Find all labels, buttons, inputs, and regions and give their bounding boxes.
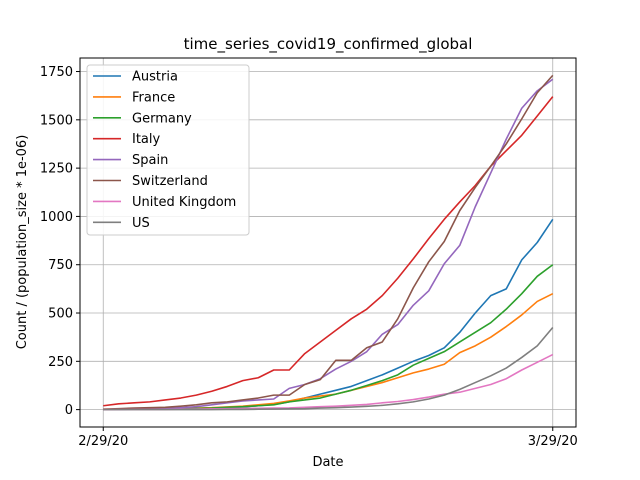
x-axis-label: Date	[312, 455, 343, 470]
legend: Austria France Germany Italy Spain Switzerlan…	[86, 64, 250, 236]
y-tick-label: 0	[65, 403, 73, 418]
y-tick-label: 1250	[40, 162, 73, 177]
legend-label-italy: Italy	[132, 132, 161, 147]
y-axis-label: Count / (population_size * 1e-06)	[15, 135, 30, 350]
legend-label-france: France	[132, 90, 175, 105]
x-axis-ticks: 2/29/20 3/29/20	[78, 427, 578, 449]
series-line-us	[103, 326, 554, 411]
series-line-spain	[103, 78, 554, 411]
y-tick-label: 1500	[40, 113, 73, 128]
series-lines	[103, 74, 554, 411]
legend-label-spain: Spain	[132, 153, 168, 168]
y-tick-label: 500	[48, 307, 73, 322]
x-tick-label: 3/29/20	[528, 434, 578, 449]
legend-label-switzerland: Switzerland	[132, 174, 208, 189]
legend-label-us: US	[132, 216, 150, 231]
legend-items: Austria France Germany Italy Spain Switzerlan…	[93, 70, 236, 231]
legend-box	[86, 64, 250, 236]
series-line-italy	[103, 96, 554, 407]
x-tick-label: 2/29/20	[78, 434, 128, 449]
y-axis-ticks: 0 250 500 750 1000 1250 1500 1750	[40, 65, 80, 418]
legend-label-germany: Germany	[132, 111, 192, 126]
y-tick-label: 1000	[40, 210, 73, 225]
series-line-switzerland	[103, 74, 554, 411]
legend-label-austria: Austria	[132, 70, 178, 85]
legend-label-united-kingdom: United Kingdom	[132, 195, 236, 210]
chart-title: time_series_covid19_confirmed_global	[184, 35, 473, 54]
y-tick-label: 250	[48, 355, 73, 370]
y-tick-label: 1750	[40, 65, 73, 80]
y-tick-label: 750	[48, 258, 73, 273]
plot-frame	[79, 57, 577, 428]
